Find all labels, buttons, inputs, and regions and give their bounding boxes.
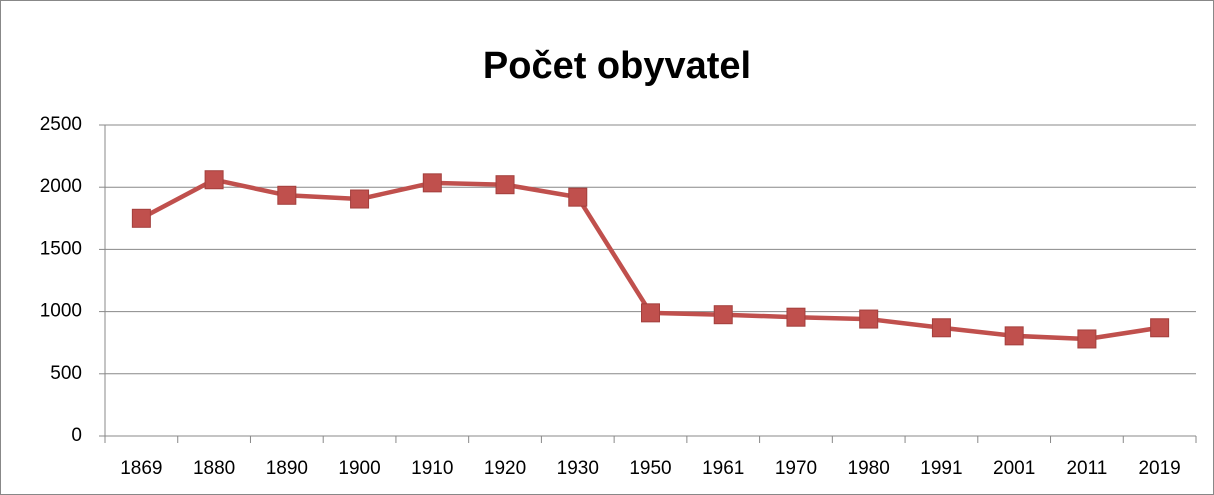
x-tick-label: 1961 bbox=[702, 458, 744, 479]
x-tick-label: 1920 bbox=[484, 458, 526, 479]
marker bbox=[641, 303, 660, 323]
y-tick-label: 2500 bbox=[40, 114, 82, 135]
x-tick-label: 1991 bbox=[920, 458, 962, 479]
marker bbox=[277, 185, 297, 205]
y-tick-label: 500 bbox=[50, 363, 82, 384]
y-tick-label: 2000 bbox=[40, 176, 82, 197]
y-tick-label: 0 bbox=[71, 425, 82, 446]
marker bbox=[568, 187, 588, 207]
marker bbox=[1004, 326, 1024, 346]
marker bbox=[931, 318, 951, 338]
marker bbox=[204, 170, 224, 190]
y-tick-label: 1000 bbox=[40, 301, 82, 322]
x-tick-label: 2011 bbox=[1066, 458, 1107, 479]
x-tick-label: 1880 bbox=[193, 458, 235, 479]
marker bbox=[786, 307, 806, 327]
marker bbox=[350, 189, 370, 209]
x-tick-label: 1950 bbox=[629, 458, 671, 479]
x-tick-label: 1980 bbox=[848, 458, 890, 479]
x-tick-label: 1869 bbox=[120, 458, 162, 479]
marker bbox=[713, 305, 733, 325]
marker bbox=[131, 208, 151, 228]
x-tick-label: 1900 bbox=[338, 458, 380, 479]
x-tick-label: 1890 bbox=[266, 458, 308, 479]
chart-title: Počet obyvatel bbox=[483, 45, 751, 87]
marker bbox=[1077, 329, 1097, 349]
x-tick-label: 1930 bbox=[557, 458, 599, 479]
x-tick-label: 2001 bbox=[993, 458, 1035, 479]
marker bbox=[1150, 318, 1170, 338]
x-tick-label: 1910 bbox=[411, 458, 453, 479]
x-tick-label: 1970 bbox=[775, 458, 817, 479]
marker bbox=[859, 309, 879, 329]
marker bbox=[422, 173, 442, 193]
x-tick-label: 2019 bbox=[1138, 458, 1180, 479]
y-tick-label: 1500 bbox=[40, 238, 82, 259]
marker bbox=[495, 175, 515, 195]
